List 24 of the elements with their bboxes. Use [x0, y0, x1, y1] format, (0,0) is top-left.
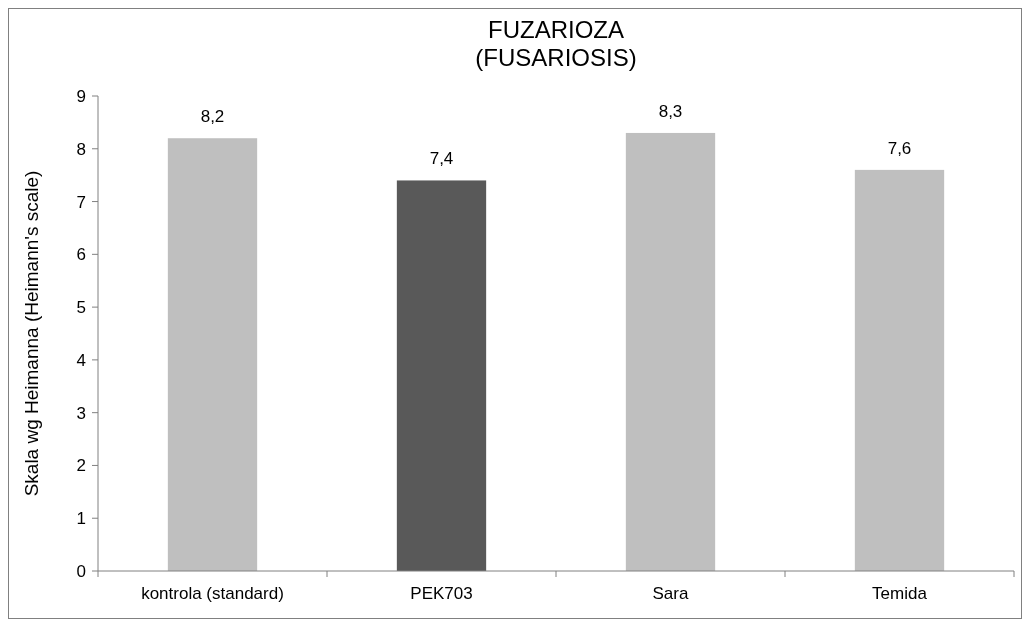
y-tick-label: 4 [76, 350, 86, 370]
y-tick-label: 2 [76, 456, 86, 476]
x-tick-label: PEK703 [410, 584, 473, 603]
y-tick-label: 0 [76, 561, 86, 581]
data-label: 7,6 [887, 138, 912, 158]
y-tick-label: 9 [76, 86, 86, 106]
bar [625, 132, 716, 571]
bar [167, 138, 258, 571]
y-tick-label: 7 [76, 192, 86, 212]
x-tick-label: Temida [872, 584, 928, 603]
x-tick-label: Sara [652, 584, 689, 603]
bar [396, 180, 487, 571]
y-tick-label: 8 [76, 139, 86, 159]
bar [854, 169, 945, 571]
y-tick-label: 1 [76, 509, 86, 529]
y-tick-label: 3 [76, 403, 86, 423]
y-tick-label: 6 [76, 245, 86, 265]
chart-title: FUZARIOZA (FUSARIOSIS) [475, 16, 637, 71]
data-label: 7,4 [429, 149, 454, 169]
y-tick-label: 5 [76, 298, 86, 318]
data-label: 8,3 [658, 101, 683, 121]
y-axis-title: Skala wg Heimanna (Heimann's scale) [21, 170, 42, 497]
x-tick-label: kontrola (standard) [141, 584, 284, 603]
data-label: 8,2 [200, 107, 225, 127]
